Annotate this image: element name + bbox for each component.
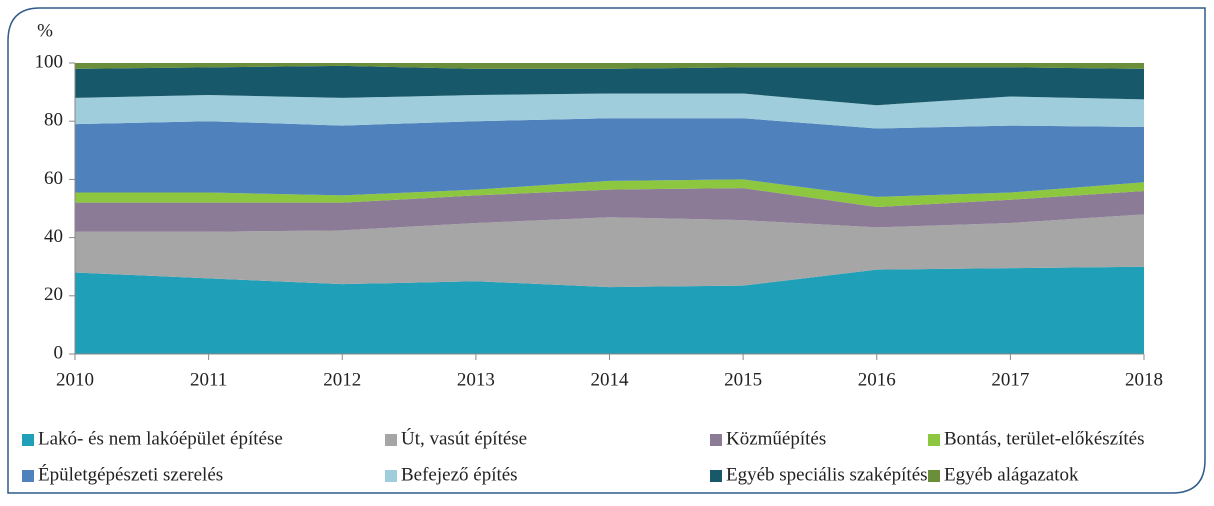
area (75, 188, 1144, 232)
legend-label: Közműépítés (726, 428, 826, 449)
y-tick-label: 40 (44, 226, 63, 247)
area (75, 65, 1144, 106)
area (75, 214, 1144, 288)
legend-swatch (928, 434, 940, 446)
area (75, 266, 1144, 354)
legend-label: Befejező építés (401, 464, 518, 485)
area (75, 179, 1144, 208)
x-tick-label: 2018 (1125, 369, 1163, 390)
legend-label: Egyéb speciális szaképítés (726, 464, 928, 485)
x-tick-label: 2014 (591, 369, 630, 390)
x-tick-label: 2016 (858, 369, 896, 390)
legend-swatch (22, 434, 34, 446)
legend-label: Út, vasút építése (401, 427, 527, 449)
y-tick-label: 80 (44, 110, 63, 131)
y-tick-label: 100 (35, 51, 64, 72)
y-axis-label: % (37, 20, 53, 41)
x-tick-label: 2015 (724, 369, 762, 390)
y-tick-label: 20 (44, 284, 63, 305)
legend-swatch (385, 470, 397, 482)
x-tick-label: 2012 (323, 369, 361, 390)
legend-swatch (385, 434, 397, 446)
frame (7, 7, 1206, 494)
legend-swatch (928, 470, 940, 482)
area (75, 118, 1144, 197)
x-tick-label: 2011 (190, 369, 227, 390)
legend-swatch (710, 470, 722, 482)
legend-label: Egyéb alágazatok (944, 464, 1079, 485)
legend-swatch (22, 470, 34, 482)
x-tick-label: 2013 (457, 369, 495, 390)
x-tick-label: 2010 (56, 369, 94, 390)
x-tick-label: 2017 (991, 369, 1029, 390)
legend-swatch (710, 434, 722, 446)
area (75, 63, 1144, 69)
y-tick-label: 60 (44, 168, 63, 189)
y-tick-label: 0 (54, 342, 64, 363)
legend-label: Bontás, terület-előkészítés (944, 428, 1145, 449)
area (75, 93, 1144, 129)
legend-label: Lakó- és nem lakóépület építése (38, 428, 283, 449)
legend-label: Épületgépészeti szerelés (38, 463, 223, 485)
